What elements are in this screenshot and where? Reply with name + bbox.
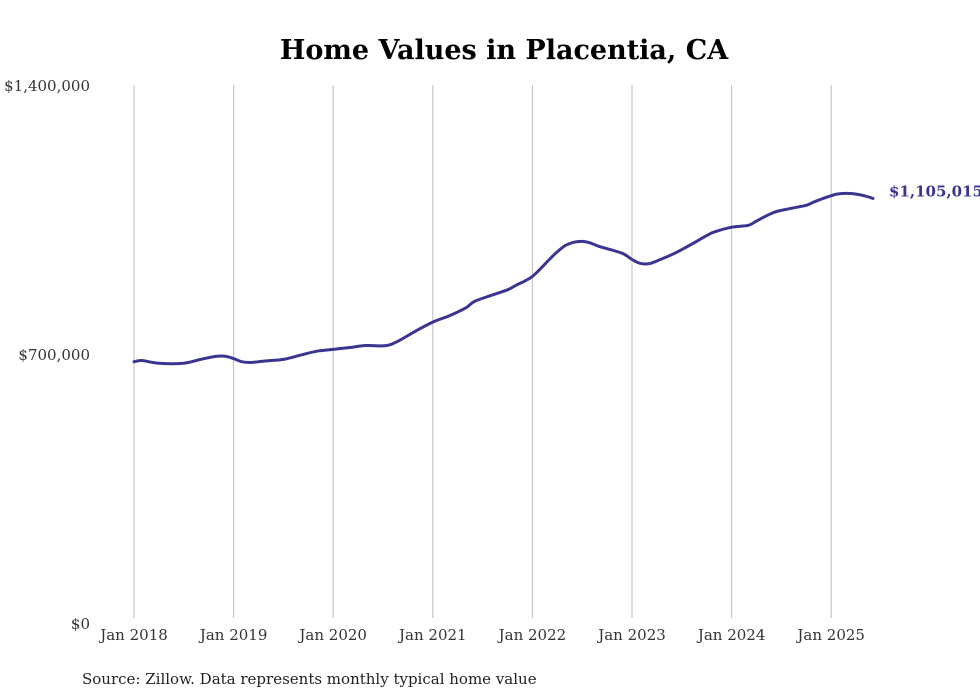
source-note: Source: Zillow. Data represents monthly … (82, 670, 537, 688)
x-tick-label: Jan 2019 (198, 626, 268, 644)
x-axis-ticks: Jan 2018 Jan 2019 Jan 2020 Jan 2021 Jan 2022… (98, 626, 865, 644)
gridlines (133, 85, 832, 618)
x-tick-label: Jan 2022 (497, 626, 567, 644)
x-tick-label: Jan 2025 (795, 626, 865, 644)
x-tick-label: Jan 2024 (696, 626, 766, 644)
y-tick-label: $1,400,000 (4, 77, 90, 95)
chart-title: Home Values in Placentia, CA (280, 35, 729, 66)
x-tick-label: Jan 2018 (98, 626, 168, 644)
y-axis-ticks: $0 $700,000 $1,400,000 (4, 77, 90, 633)
end-value-label: $1,105,015 (889, 182, 980, 200)
y-tick-label: $700,000 (18, 346, 90, 364)
x-tick-label: Jan 2020 (297, 626, 367, 644)
y-tick-label: $0 (71, 615, 90, 633)
x-tick-label: Jan 2021 (397, 626, 467, 644)
home-value-line (132, 191, 875, 366)
x-tick-label: Jan 2023 (596, 626, 666, 644)
